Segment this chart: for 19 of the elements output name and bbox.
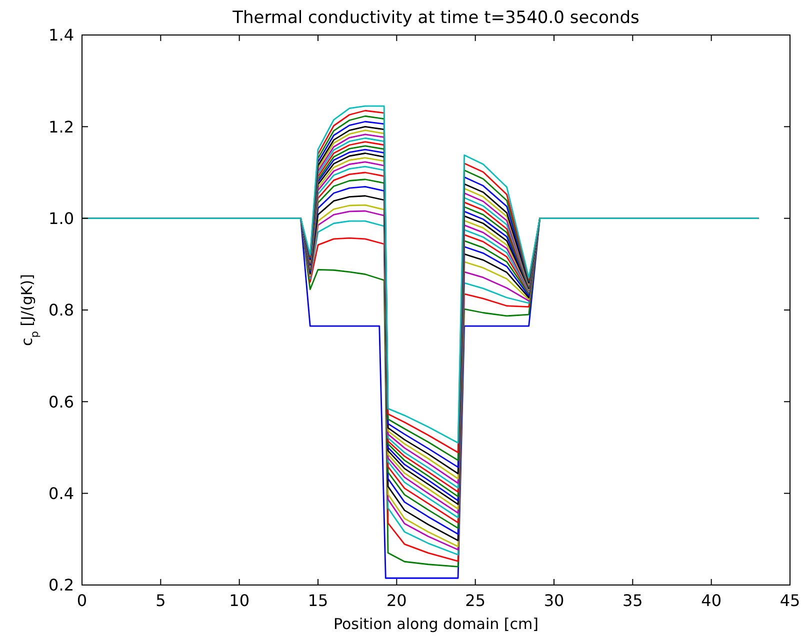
x-tick-label: 20	[386, 591, 407, 610]
y-tick-label: 0.6	[48, 392, 74, 412]
y-tick-label: 0.2	[48, 576, 74, 595]
y-tick-label: 1.0	[48, 208, 74, 228]
x-tick-label: 35	[622, 591, 643, 610]
x-tick-label: 0	[76, 591, 88, 610]
x-tick-label: 30	[544, 591, 564, 610]
x-axis-title: Position along domain [cm]	[333, 615, 539, 633]
y-tick-label: 1.2	[48, 117, 74, 136]
x-tick-label: 40	[701, 591, 722, 610]
x-tick-label: 15	[308, 591, 328, 610]
x-tick-label: 25	[465, 591, 486, 610]
y-tick-label: 1.4	[48, 26, 74, 45]
y-tick-label: 0.8	[48, 300, 74, 320]
x-tick-label: 5	[156, 591, 166, 610]
x-tick-label: 10	[229, 591, 250, 610]
x-tick-label: 45	[780, 591, 800, 610]
chart-title: Thermal conductivity at time t=3540.0 seconds	[232, 8, 640, 28]
y-tick-label: 0.4	[48, 484, 74, 503]
